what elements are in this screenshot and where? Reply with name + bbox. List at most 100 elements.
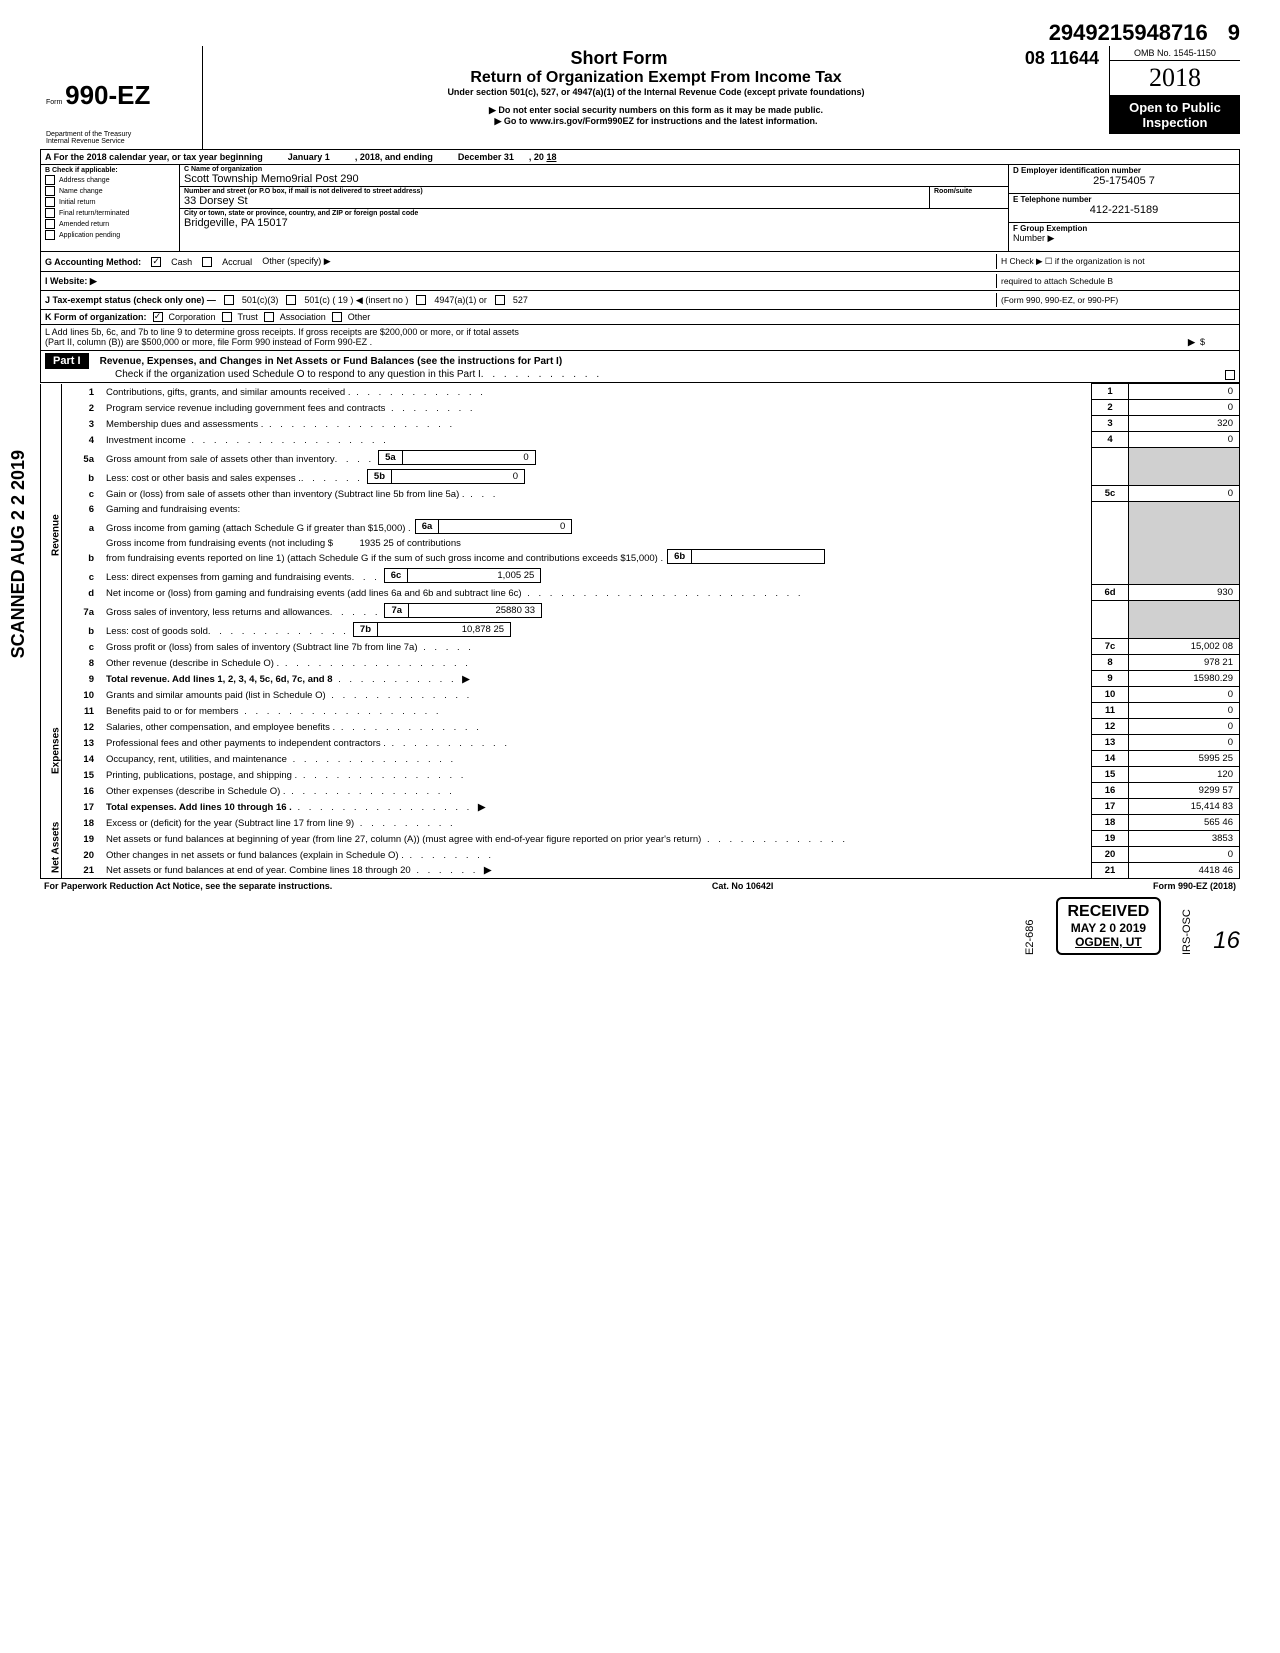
open-line2: Inspection — [1112, 115, 1238, 130]
chk-schedule-o[interactable] — [1225, 370, 1235, 380]
line2-box: 2 — [1092, 400, 1129, 416]
chk-accrual[interactable] — [202, 257, 212, 267]
col-b-header: B Check if applicable: — [45, 167, 175, 174]
line5b-ib: 5b — [368, 470, 392, 483]
form-title: Return of Organization Exempt From Incom… — [213, 69, 1099, 87]
form-of-org-label: K Form of organization: — [45, 312, 147, 322]
ein-value: 25-175405 7 — [1013, 175, 1235, 187]
chk-4947a1[interactable] — [416, 295, 426, 305]
chk-501c[interactable] — [286, 295, 296, 305]
chk-cash[interactable] — [151, 257, 161, 267]
line17-box: 17 — [1092, 799, 1129, 815]
chk-501c3[interactable] — [224, 295, 234, 305]
line20-box: 20 — [1092, 847, 1129, 863]
line7a-num: 7a — [62, 601, 103, 620]
lbl-527: 527 — [513, 295, 528, 305]
line7b-iv: 10,878 25 — [378, 623, 510, 636]
line6a-ib: 6a — [416, 520, 440, 533]
line7a-ib: 7a — [385, 604, 409, 617]
line14-desc: Occupancy, rent, utilities, and maintena… — [106, 754, 287, 765]
line6d-desc: Net income or (loss) from gaming and fun… — [106, 588, 522, 599]
line8-num: 8 — [62, 655, 103, 671]
received-date: MAY 2 0 2019 — [1068, 921, 1150, 935]
line8-desc: Other revenue (describe in Schedule O) . — [106, 658, 279, 669]
chk-association[interactable] — [264, 312, 274, 322]
line19-box: 19 — [1092, 831, 1129, 847]
netassets-side-label: Net Assets — [41, 815, 62, 879]
line9-val: 15980.29 — [1129, 671, 1240, 687]
col-de: D Employer identification number 25-1754… — [1009, 165, 1239, 251]
line1-num: 1 — [62, 384, 103, 400]
part1-label: Part I — [45, 353, 89, 369]
line19-desc: Net assets or fund balances at beginning… — [106, 834, 701, 845]
row-h-text2: required to attach Schedule B — [1001, 276, 1231, 286]
org-name: Scott Township Memo9rial Post 290 — [184, 173, 1004, 185]
line-a-start: January 1 — [288, 152, 330, 162]
lbl-accrual: Accrual — [222, 257, 252, 267]
row-h: H Check ▶ ☐ if the organization is not — [996, 254, 1235, 269]
line7b-num: b — [62, 620, 103, 639]
line6b-desc1: Gross income from fundraising events (no… — [106, 538, 333, 549]
line18-desc: Excess or (deficit) for the year (Subtra… — [106, 818, 354, 829]
chk-amended-return[interactable] — [45, 219, 55, 229]
line1-desc: Contributions, gifts, grants, and simila… — [106, 387, 350, 398]
received-location: OGDEN, UT — [1068, 935, 1150, 949]
line6c-iv: 1,005 25 — [408, 569, 540, 582]
row-l-dollar: $ — [1200, 337, 1205, 348]
line3-num: 3 — [62, 416, 103, 432]
line6d-val: 930 — [1129, 585, 1240, 601]
line15-desc: Printing, publications, postage, and shi… — [106, 770, 297, 781]
line6-num: 6 — [62, 502, 103, 517]
line-a-mid: , 2018, and ending — [355, 152, 433, 162]
line2-desc: Program service revenue including govern… — [106, 403, 385, 414]
line5a-desc: Gross amount from sale of assets other t… — [106, 454, 335, 465]
stamp-e2-686: E2-686 — [1024, 897, 1036, 955]
dots: . . . . . . . . . . . — [481, 369, 602, 380]
row-l-text1: L Add lines 5b, 6c, and 7b to line 9 to … — [45, 327, 1235, 337]
line7c-num: c — [62, 639, 103, 655]
received-text: RECEIVED — [1068, 903, 1150, 921]
stamp-irs-osc: IRS-OSC — [1181, 897, 1193, 955]
line5c-box: 5c — [1092, 486, 1129, 502]
line-a-yr: 18 — [546, 152, 556, 162]
line9-num: 9 — [62, 671, 103, 687]
lbl-initial-return: Initial return — [59, 199, 96, 206]
header-center: Short Form 08 11644 Return of Organizati… — [203, 46, 1109, 129]
chk-initial-return[interactable] — [45, 197, 55, 207]
row-l-arrow: ▶ — [1188, 337, 1195, 348]
form-subtitle: Under section 501(c), 527, or 4947(a)(1)… — [213, 87, 1099, 97]
tax-year: 2018 — [1110, 61, 1240, 96]
open-to-public: Open to Public Inspection — [1110, 96, 1240, 134]
line3-val: 320 — [1129, 416, 1240, 432]
handwritten-page-number: 16 — [1213, 927, 1240, 955]
cat-no: Cat. No 10642I — [712, 881, 774, 891]
chk-527[interactable] — [495, 295, 505, 305]
lbl-name-change: Name change — [59, 188, 103, 195]
line5c-desc: Gain or (loss) from sale of assets other… — [106, 489, 465, 500]
line7a-iv: 25880 33 — [409, 604, 541, 617]
line13-desc: Professional fees and other payments to … — [106, 738, 386, 749]
line-a-yr-suffix: , 20 — [529, 152, 544, 162]
line15-val: 120 — [1129, 767, 1240, 783]
form-prefix: Form — [46, 99, 62, 106]
line18-num: 18 — [62, 815, 103, 831]
chk-final-return[interactable] — [45, 208, 55, 218]
chk-address-change[interactable] — [45, 175, 55, 185]
line-a-prefix: A For the 2018 calendar year, or tax yea… — [45, 152, 263, 162]
scanned-stamp-vertical: SCANNED AUG 2 2 2019 — [8, 450, 29, 658]
line11-desc: Benefits paid to or for members — [106, 706, 239, 717]
chk-trust[interactable] — [222, 312, 232, 322]
line15-box: 15 — [1092, 767, 1129, 783]
room-suite-label: Room/suite — [929, 187, 1008, 208]
row-l-text2: (Part II, column (B)) are $500,000 or mo… — [45, 337, 372, 348]
line12-val: 0 — [1129, 719, 1240, 735]
chk-application-pending[interactable] — [45, 230, 55, 240]
chk-other-org[interactable] — [332, 312, 342, 322]
chk-corporation[interactable] — [153, 312, 163, 322]
line11-box: 11 — [1092, 703, 1129, 719]
form-number: 990-EZ — [65, 80, 150, 110]
line16-val: 9299 57 — [1129, 783, 1240, 799]
chk-name-change[interactable] — [45, 186, 55, 196]
line2-val: 0 — [1129, 400, 1240, 416]
line5a-num: 5a — [62, 448, 103, 467]
